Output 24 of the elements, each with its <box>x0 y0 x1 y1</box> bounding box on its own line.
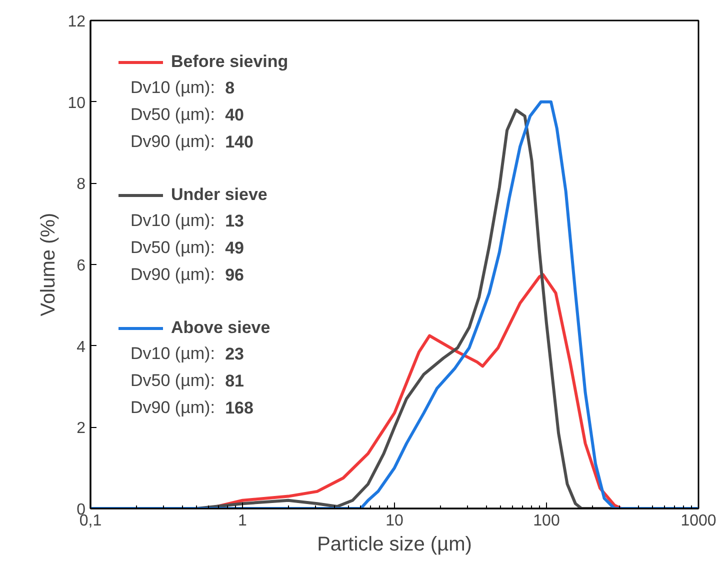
annotation: Dv50 (µm): 81 <box>130 371 244 390</box>
annotation: Dv10 (µm): 8 <box>130 78 235 98</box>
annotation: Dv90 (µm): 168 <box>130 398 254 418</box>
legend-label: Above sieve <box>171 318 270 338</box>
y-tick-label: 6 <box>76 258 86 274</box>
x-tick-label: 1 <box>238 512 248 530</box>
y-axis-title: Volume (%) <box>38 212 60 316</box>
annotation: Dv50 (µm): 40 <box>130 105 244 124</box>
y-tick-label: 8 <box>76 176 86 194</box>
annotation: Dv50 (µm): 49 <box>130 238 244 258</box>
y-tick-label: 4 <box>76 338 86 356</box>
x-tick-label: 100 <box>533 512 560 530</box>
annotation: Dv90 (µm): 96 <box>130 265 244 284</box>
y-tick-label: 2 <box>76 420 86 438</box>
annotation: Dv90 (µm): 140 <box>130 132 254 152</box>
legend-label: Under sieve <box>171 185 268 205</box>
x-tick-label: 1000 <box>680 512 716 530</box>
y-tick-label: 10 <box>68 94 86 112</box>
annotation: Dv10 (µm): 23 <box>130 344 244 364</box>
legend-label: Before sieving <box>171 52 288 72</box>
annotation: Dv10 (µm): 13 <box>130 211 244 230</box>
x-tick-label: 10 <box>386 512 404 530</box>
y-tick-label: 12 <box>68 14 86 30</box>
x-axis-title: Particle size (µm) <box>317 534 472 556</box>
